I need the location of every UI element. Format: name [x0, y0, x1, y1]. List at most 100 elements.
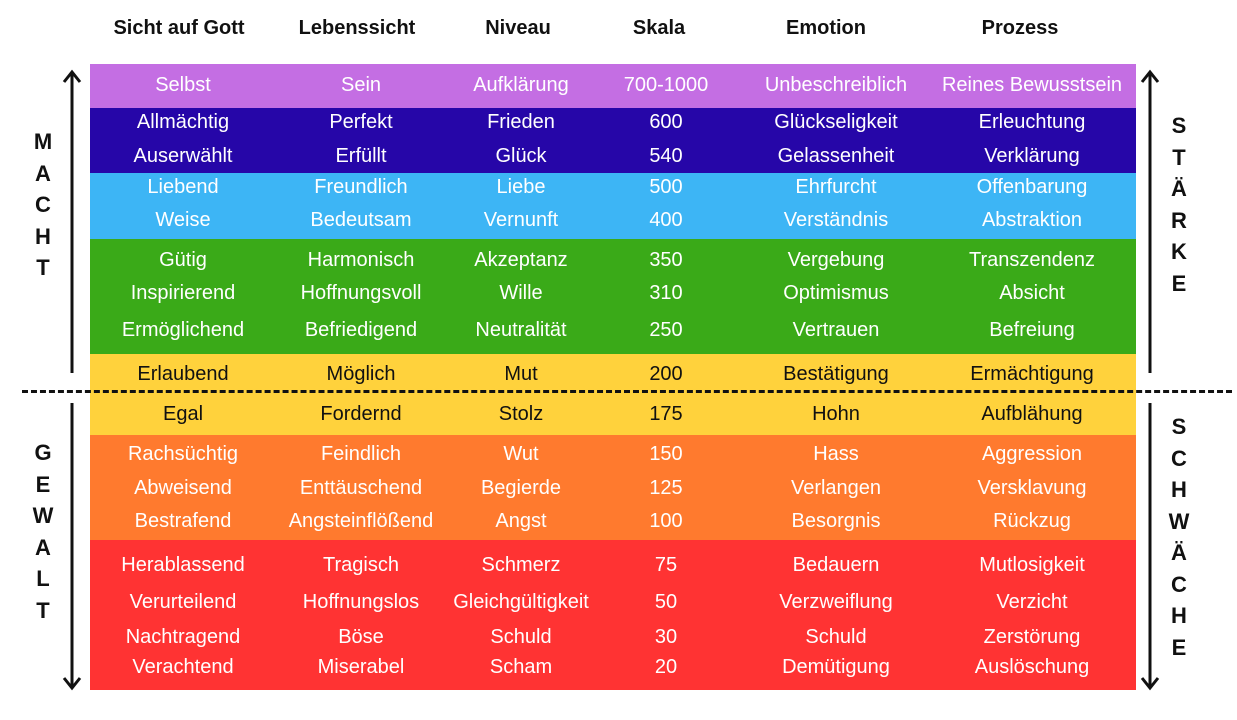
letter: H	[1171, 477, 1187, 502]
cell-skala: 700-1000	[623, 74, 709, 96]
letter: M	[33, 129, 53, 154]
side-label-staerke: S T Ä R K E	[1164, 110, 1194, 299]
right-double-arrow-icon	[1140, 69, 1160, 691]
cell-skala: 500	[649, 176, 683, 198]
letter: T	[1172, 144, 1186, 170]
cell-emotion: Besorgnis	[791, 510, 881, 532]
cell-prozess: Erleuchtung	[978, 111, 1086, 133]
letter: C	[1171, 571, 1187, 597]
cell-sicht: Verachtend	[132, 656, 234, 678]
cell-niveau: Glück	[495, 145, 547, 167]
side-label-gewalt: G E W A L T	[28, 437, 58, 626]
cell-prozess: Absicht	[999, 282, 1065, 304]
header-prozess: Prozess	[981, 17, 1059, 39]
cell-niveau: Angst	[495, 510, 547, 532]
cell-prozess: Zerstörung	[983, 626, 1081, 648]
cell-leben: Befriedigend	[304, 319, 418, 341]
cell-skala: 30	[654, 626, 678, 648]
cell-skala: 400	[649, 209, 683, 231]
band-red	[90, 540, 1136, 690]
cell-prozess: Aufblähung	[981, 403, 1083, 425]
cell-skala: 175	[649, 403, 683, 425]
cell-sicht: Bestrafend	[134, 510, 232, 532]
cell-emotion: Vergebung	[787, 249, 885, 271]
band-sky	[90, 173, 1136, 239]
letter: C	[1171, 445, 1187, 471]
cell-leben: Enttäuschend	[299, 477, 423, 499]
cell-skala: 100	[649, 510, 683, 532]
cell-emotion: Verzweiflung	[779, 591, 893, 613]
cell-leben: Miserabel	[317, 656, 405, 678]
cell-prozess: Aggression	[981, 443, 1083, 465]
cell-emotion: Demütigung	[782, 656, 890, 678]
header-niveau: Niveau	[485, 17, 551, 39]
cell-niveau: Liebe	[496, 176, 546, 198]
cell-leben: Feindlich	[320, 443, 402, 465]
cell-niveau: Vernunft	[483, 209, 559, 231]
cell-sicht: Allmächtig	[136, 111, 230, 133]
cell-sicht: Ermöglichend	[121, 319, 245, 341]
cell-emotion: Hohn	[812, 403, 860, 425]
letter: G	[34, 440, 52, 465]
cell-sicht: Verurteilend	[129, 591, 237, 613]
cell-leben: Böse	[338, 626, 384, 648]
cell-niveau: Frieden	[487, 111, 555, 133]
cell-sicht: Abweisend	[134, 477, 232, 499]
cell-leben: Fordernd	[320, 403, 402, 425]
letter: A	[35, 534, 51, 560]
cell-niveau: Scham	[489, 656, 553, 678]
cell-prozess: Mutlosigkeit	[979, 554, 1085, 576]
cell-niveau: Akzeptanz	[474, 249, 568, 271]
side-label-macht: M A C H T	[28, 126, 58, 284]
cell-leben: Möglich	[326, 363, 396, 385]
cell-leben: Hoffnungsvoll	[300, 282, 422, 304]
cell-skala: 310	[649, 282, 683, 304]
cell-sicht: Liebend	[147, 176, 219, 198]
letter: A	[35, 160, 51, 186]
cell-emotion: Verständnis	[783, 209, 889, 231]
cell-emotion: Vertrauen	[792, 319, 880, 341]
cell-sicht: Selbst	[155, 74, 211, 96]
cell-emotion: Gelassenheit	[777, 145, 895, 167]
cell-niveau: Neutralität	[475, 319, 567, 341]
header-lebenssicht: Lebenssicht	[298, 17, 416, 39]
cell-prozess: Abstraktion	[981, 209, 1083, 231]
cell-leben: Erfüllt	[335, 145, 387, 167]
letter: R	[1171, 207, 1187, 233]
cell-emotion: Bestätigung	[783, 363, 889, 385]
letter: W	[32, 503, 54, 528]
cell-leben: Harmonisch	[307, 249, 415, 271]
left-double-arrow-icon	[62, 69, 82, 691]
band-purple	[90, 64, 1136, 108]
cell-sicht: Inspirierend	[130, 282, 236, 304]
band-yellow	[90, 354, 1136, 435]
cell-sicht: Nachtragend	[125, 626, 241, 648]
cell-skala: 540	[649, 145, 683, 167]
cell-emotion: Unbeschreiblich	[764, 74, 908, 96]
cell-emotion: Optimismus	[783, 282, 889, 304]
letter: E	[35, 471, 51, 497]
cell-prozess: Rückzug	[993, 510, 1071, 532]
cell-prozess: Auslöschung	[974, 656, 1090, 678]
cell-sicht: Egal	[162, 403, 204, 425]
cell-sicht: Erlaubend	[137, 363, 229, 385]
cell-niveau: Stolz	[498, 403, 544, 425]
cell-emotion: Bedauern	[792, 554, 880, 576]
cell-leben: Tragisch	[323, 554, 399, 576]
cell-skala: 75	[654, 554, 678, 576]
letter: T	[36, 597, 50, 623]
letter: S	[1171, 414, 1187, 439]
consciousness-table: Selbst Sein Aufklärung 700-1000 Unbeschreibl…	[90, 64, 1136, 690]
letter: Ä	[1171, 176, 1187, 201]
cell-skala: 50	[654, 591, 678, 613]
cell-prozess: Reines Bewusstsein	[941, 74, 1123, 96]
cell-prozess: Transzendenz	[969, 249, 1095, 271]
cell-niveau: Gleichgültigkeit	[453, 591, 589, 613]
letter: T	[36, 255, 50, 280]
letter: H	[35, 223, 51, 249]
cell-sicht: Rachsüchtig	[127, 443, 239, 465]
side-label-schwaeche: S C H W Ä C H E	[1164, 411, 1194, 663]
header-sicht-auf-gott: Sicht auf Gott	[113, 17, 245, 39]
cell-skala: 250	[649, 319, 683, 341]
cell-leben: Bedeutsam	[310, 209, 412, 231]
